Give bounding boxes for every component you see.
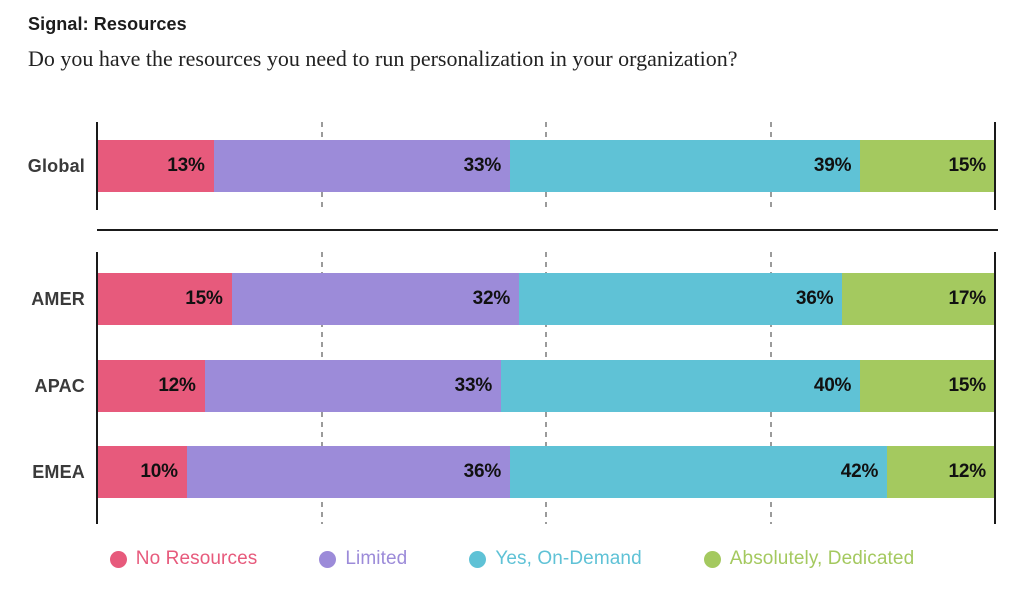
bar-emea: 10% 36% 42% 12% (97, 446, 995, 498)
value-label: 15% (185, 288, 223, 309)
value-label: 32% (472, 288, 511, 309)
bar-amer: 15% 32% 36% 17% (97, 273, 995, 325)
legend-label-no-resources: No Resources (135, 548, 258, 569)
legend-item-limited: Limited (319, 548, 407, 570)
right-axis-line (994, 122, 996, 210)
value-label: 12% (158, 375, 196, 396)
value-label: 15% (948, 375, 987, 396)
bar-segment-emea-yes-on-demand: 42% (510, 446, 888, 498)
bar-global: 13% 33% 39% 15% (97, 140, 995, 192)
value-label: 15% (948, 155, 987, 176)
bar-segment-apac-no-resources: 12% (97, 360, 205, 412)
bar-segment-emea-no-resources: 10% (97, 446, 187, 498)
legend-item-absolutely-dedicated: Absolutely, Dedicated (703, 548, 915, 570)
bar-segment-emea-absolutely-dedicated: 12% (887, 446, 995, 498)
row-label-apac: APAC (34, 376, 85, 396)
bar-apac: 12% 33% 40% 15% (97, 360, 995, 412)
bar-segment-amer-no-resources: 15% (97, 273, 232, 325)
legend-item-no-resources: No Resources (109, 548, 258, 570)
value-label: 33% (454, 375, 493, 396)
chart-legend: No Resources Limited Yes, On-Demand Absolut… (0, 544, 1024, 574)
y-axis-line (96, 122, 98, 210)
row-label-global: Global (27, 156, 85, 176)
bar-segment-global-no-resources: 13% (97, 140, 214, 192)
legend-item-yes-on-demand: Yes, On-Demand (469, 548, 642, 570)
bar-segment-global-yes-on-demand: 39% (510, 140, 861, 192)
row-label-amer: AMER (31, 289, 85, 309)
value-label: 17% (948, 288, 987, 309)
legend-label-yes-on-demand: Yes, On-Demand (495, 548, 642, 569)
bar-segment-amer-yes-on-demand: 36% (519, 273, 843, 325)
bar-segment-global-limited: 33% (213, 140, 511, 192)
value-label: 36% (463, 461, 502, 482)
bar-segment-amer-absolutely-dedicated: 17% (842, 273, 995, 325)
legend-dot-yes-on-demand-icon (469, 550, 487, 568)
row-label-emea: EMEA (32, 462, 85, 482)
value-label: 40% (813, 375, 852, 396)
legend-dot-absolutely-dedicated-icon (703, 550, 721, 568)
value-label: 42% (840, 461, 879, 482)
legend-label-absolutely-dedicated: Absolutely, Dedicated (729, 548, 915, 569)
value-label: 33% (463, 155, 502, 176)
chart-subtitle: Do you have the resources you need to ru… (28, 46, 738, 71)
legend-dot-no-resources-icon (109, 550, 127, 568)
bar-segment-amer-limited: 32% (231, 273, 520, 325)
bar-segment-emea-limited: 36% (186, 446, 511, 498)
value-label: 36% (795, 288, 834, 309)
value-label: 13% (167, 155, 205, 176)
y-axis-line (96, 252, 98, 524)
legend-dot-limited-icon (319, 550, 337, 568)
legend-label-limited: Limited (345, 548, 408, 569)
bar-segment-apac-yes-on-demand: 40% (501, 360, 861, 412)
section-separator-line (97, 229, 998, 231)
bar-segment-apac-absolutely-dedicated: 15% (860, 360, 995, 412)
right-axis-line (994, 252, 996, 524)
bar-segment-global-absolutely-dedicated: 15% (860, 140, 995, 192)
chart-title: Signal: Resources (28, 14, 187, 34)
value-label: 12% (948, 461, 987, 482)
value-label: 10% (140, 461, 178, 482)
value-label: 39% (813, 155, 852, 176)
bar-segment-apac-limited: 33% (204, 360, 502, 412)
